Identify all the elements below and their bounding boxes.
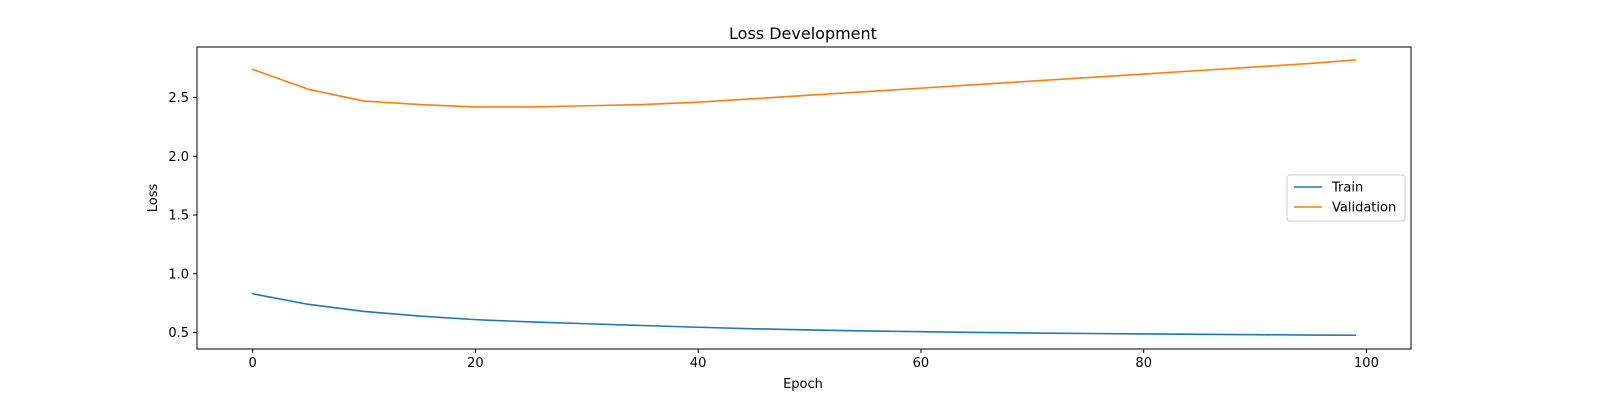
legend: Train Validation	[1286, 174, 1406, 222]
y-tick-label: 0.5	[168, 326, 189, 341]
series-line-train	[251, 292, 1357, 337]
plot-area	[251, 59, 1357, 337]
x-tick-label: 100	[1354, 356, 1379, 371]
axes-frame	[196, 46, 1412, 350]
x-tick-label: 40	[690, 356, 707, 371]
y-tick-label: 2.5	[168, 91, 189, 106]
y-tick-label: 1.5	[168, 209, 189, 224]
y-tick-label: 2.0	[168, 150, 189, 165]
y-axis-ticks: 0.5 1.0 1.5 2.0 2.5	[168, 91, 197, 341]
x-tick-label: 20	[467, 356, 484, 371]
y-axis-label: Loss	[146, 184, 161, 213]
x-axis-label: Epoch	[783, 377, 823, 392]
x-axis-ticks: 0 20 40 60 80 100	[249, 349, 1379, 371]
legend-label-validation: Validation	[1332, 201, 1396, 216]
chart-title: Loss Development	[729, 24, 877, 43]
legend-label-train: Train	[1331, 181, 1363, 196]
y-tick-label: 1.0	[168, 267, 189, 282]
x-tick-label: 60	[913, 356, 930, 371]
series-line-validation	[251, 59, 1357, 108]
x-tick-label: 0	[249, 356, 257, 371]
x-tick-label: 80	[1135, 356, 1152, 371]
